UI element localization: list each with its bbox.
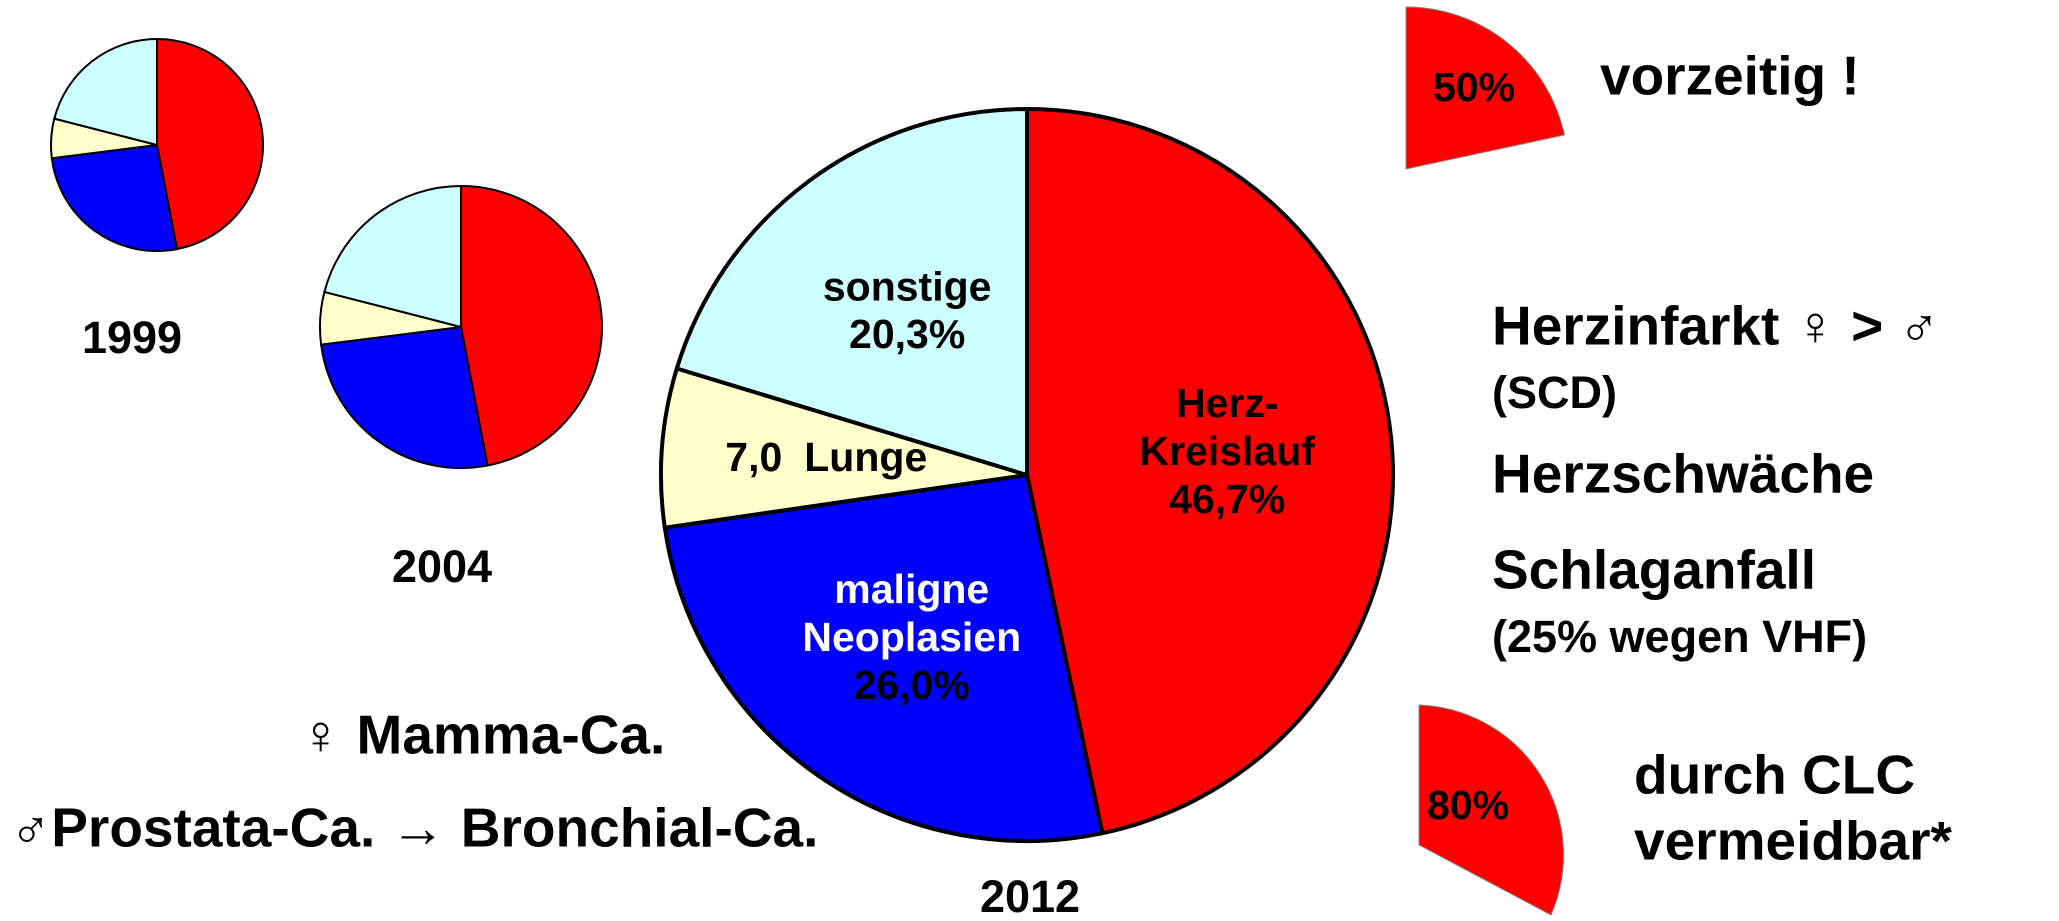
category-line: Neoplasien	[802, 614, 1021, 660]
value-label: 26,0%	[854, 662, 970, 708]
category-label: Herz-Kreislauf	[1139, 380, 1315, 474]
value-label: 46,7%	[1169, 476, 1285, 522]
wedge-label: 80%	[1427, 782, 1509, 828]
annotation: durch CLC	[1634, 744, 1915, 806]
category-label: sonstige	[823, 263, 992, 309]
category-label: Lunge	[804, 434, 927, 480]
condition: Herzinfarkt ♀ > ♂	[1492, 295, 1940, 357]
pie-slice	[1025, 106, 1395, 836]
condition: (SCD)	[1492, 367, 1617, 418]
cancer-note: ♀ Mamma-Ca.	[300, 704, 665, 766]
value-label: 20,3%	[849, 311, 965, 357]
pie-title: 2004	[392, 541, 492, 592]
pie-slice	[460, 184, 603, 467]
cancer-note: ♂Prostata-Ca. → Bronchial-Ca.	[10, 797, 818, 859]
condition: (25% wegen VHF)	[1492, 611, 1867, 662]
pie-slice	[323, 184, 462, 329]
condition: Schlaganfall	[1492, 539, 1816, 601]
pie-title: 1999	[82, 312, 182, 363]
pie-slice	[156, 37, 264, 251]
pie-slice	[50, 143, 179, 252]
category-line: Kreislauf	[1139, 428, 1315, 474]
category-label: maligne Neoplasien	[802, 566, 1021, 660]
annotation: vorzeitig !	[1600, 45, 1860, 107]
pie-slice	[662, 472, 1105, 843]
pie-slice	[674, 106, 1029, 478]
pie-slice	[53, 37, 158, 147]
wedge-label: 50%	[1433, 64, 1515, 110]
slice-label: 7,0 Lunge	[725, 434, 927, 480]
category-line: sonstige	[823, 263, 992, 309]
category-line: Herz-	[1176, 380, 1279, 426]
pie-slice	[319, 325, 489, 469]
category-line: maligne	[834, 566, 989, 612]
wedge-80	[1418, 704, 1565, 916]
wedge-50	[1405, 6, 1566, 170]
pie-slice	[659, 365, 1028, 530]
condition: Herzschwäche	[1492, 443, 1874, 505]
pie-title: 2012	[980, 871, 1080, 921]
annotation: vermeidbar*	[1634, 810, 1953, 872]
value-label: 7,0	[725, 434, 782, 480]
